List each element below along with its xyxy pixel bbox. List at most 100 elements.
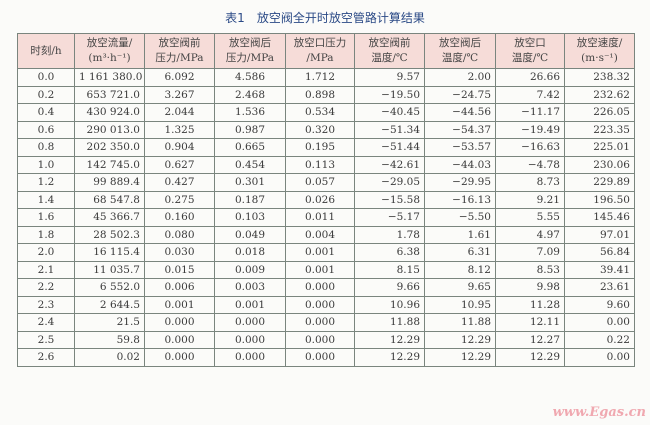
column-header-line1: 放空速度/ xyxy=(576,37,623,49)
column-header-line2: 压力/MPa xyxy=(225,52,275,64)
table-cell: 3.267 xyxy=(144,85,215,104)
table-cell: −54.37 xyxy=(424,120,496,139)
header-row: 时刻/h 放空流量/(m³·h⁻¹) 放空阀前 压力/MPa 放空阀后 压力/MPa 放空口… xyxy=(17,33,635,69)
table-cell: 12.29 xyxy=(495,348,565,367)
table-cell: 0.001 xyxy=(285,260,355,279)
column-header-line1: 放空阀后 xyxy=(229,37,271,49)
column-header: 放空阀后 温度/℃ xyxy=(424,33,496,69)
table-cell: 8.73 xyxy=(495,173,565,192)
table-cell: 0.000 xyxy=(214,313,286,332)
table-cell: 0.113 xyxy=(285,155,355,174)
table-cell: 16 115.4 xyxy=(74,243,145,262)
table-cell: 12.27 xyxy=(495,330,565,349)
table-cell: 0.427 xyxy=(144,173,215,192)
table-cell: 1.8 xyxy=(17,225,75,244)
table-cell: 430 924.0 xyxy=(74,103,145,122)
table-cell: 0.001 xyxy=(214,295,286,314)
table-cell: 45 366.7 xyxy=(74,208,145,227)
column-header: 时刻/h xyxy=(17,33,75,69)
table-cell: 0.898 xyxy=(285,85,355,104)
table-cell: 1 161 380.0 xyxy=(74,68,145,87)
table-cell: −44.56 xyxy=(424,103,496,122)
table-cell: 142 745.0 xyxy=(74,155,145,174)
table-cell: 1.78 xyxy=(354,225,425,244)
table-cell: 23.61 xyxy=(564,278,635,297)
column-header-line1: 放空口压力 xyxy=(293,37,347,49)
table-cell: 0.000 xyxy=(144,348,215,367)
table-cell: 2.2 xyxy=(17,278,75,297)
table-cell: 9.57 xyxy=(354,68,425,87)
table-cell: 238.32 xyxy=(564,68,635,87)
table-cell: 0.009 xyxy=(214,260,286,279)
column-header: 放空流量/ (m³·h⁻¹) xyxy=(74,33,145,69)
table-cell: 0.030 xyxy=(144,243,215,262)
table-cell: 9.60 xyxy=(564,295,635,314)
table-cell: 0.004 xyxy=(285,225,355,244)
table-number: 表1 xyxy=(225,11,245,25)
table-cell: 11.88 xyxy=(354,313,425,332)
table-cell: 145.46 xyxy=(564,208,635,227)
table-cell: 0.8 xyxy=(17,138,75,157)
table-cell: 12.29 xyxy=(424,348,496,367)
table-cell: −15.58 xyxy=(354,190,425,209)
table-cell: 0.275 xyxy=(144,190,215,209)
table-cell: 97.01 xyxy=(564,225,635,244)
table-cell: 2.6 xyxy=(17,348,75,367)
column-header-line2: (m³·h⁻¹) xyxy=(88,52,131,64)
column-header-line2: (m·s⁻¹) xyxy=(581,52,618,64)
table-cell: 7.09 xyxy=(495,243,565,262)
table-cell: 68 547.8 xyxy=(74,190,145,209)
table-cell: 0.000 xyxy=(214,330,286,349)
table-cell: −5.50 xyxy=(424,208,496,227)
table-cell: 0.001 xyxy=(285,243,355,262)
table-cell: 1.0 xyxy=(17,155,75,174)
table-cell: 0.665 xyxy=(214,138,286,157)
table-row: 2.0 16 115.4 0.030 0.018 0.001 6.38 6.31 7.09 56… xyxy=(17,243,635,262)
table-cell: 1.4 xyxy=(17,190,75,209)
table-cell: 2.4 xyxy=(17,313,75,332)
results-table: 时刻/h 放空流量/(m³·h⁻¹) 放空阀前 压力/MPa 放空阀后 压力/MPa 放空口… xyxy=(17,33,635,367)
table-cell: 4.586 xyxy=(214,68,286,87)
table-cell: −29.95 xyxy=(424,173,496,192)
table-cell: 39.41 xyxy=(564,260,635,279)
table-cell: 12.29 xyxy=(354,330,425,349)
table-cell: 290 013.0 xyxy=(74,120,145,139)
table-cell: 0.22 xyxy=(564,330,635,349)
column-header: 放空口压力/MPa xyxy=(285,33,355,69)
table-cell: 226.05 xyxy=(564,103,635,122)
table-cell: 0.057 xyxy=(285,173,355,192)
table-row: 2.5 59.8 0.000 0.000 0.000 12.29 12.29 12.27 0.2… xyxy=(17,330,635,349)
table-cell: 0.904 xyxy=(144,138,215,157)
table-cell: 12.11 xyxy=(495,313,565,332)
table-cell: 0.018 xyxy=(214,243,286,262)
table-cell: 1.2 xyxy=(17,173,75,192)
table-row: 2.3 2 644.5 0.001 0.001 0.000 10.96 10.95 11.28… xyxy=(17,295,635,314)
table-cell: 0.6 xyxy=(17,120,75,139)
table-cell: 5.55 xyxy=(495,208,565,227)
table-cell: 0.080 xyxy=(144,225,215,244)
table-row: 1.8 28 502.3 0.080 0.049 0.004 1.78 1.61 4.97 97… xyxy=(17,225,635,244)
table-cell: 0.000 xyxy=(144,330,215,349)
table-cell: 0.011 xyxy=(285,208,355,227)
table-row: 0.4 430 924.0 2.044 1.536 0.534 −40.45 −44.56−… xyxy=(17,103,635,122)
table-row: 0.8 202 350.0 0.904 0.665 0.195 −51.44 −53.57−… xyxy=(17,138,635,157)
column-header-line2: 温度/℃ xyxy=(511,52,549,64)
table-cell: 0.000 xyxy=(285,295,355,314)
table-cell: 0.000 xyxy=(285,348,355,367)
table-cell: 2.00 xyxy=(424,68,496,87)
table-cell: 7.42 xyxy=(495,85,565,104)
table-cell: 0.015 xyxy=(144,260,215,279)
table-cell: 0.187 xyxy=(214,190,286,209)
table-cell: 229.89 xyxy=(564,173,635,192)
table-cell: 0.02 xyxy=(74,348,145,367)
table-row: 2.6 0.02 0.000 0.000 0.000 12.29 12.29 12.29 0.0… xyxy=(17,348,635,367)
column-header: 放空速度/ (m·s⁻¹) xyxy=(564,33,635,69)
table-cell: 8.53 xyxy=(495,260,565,279)
table-cell: 6.38 xyxy=(354,243,425,262)
table-cell: −40.45 xyxy=(354,103,425,122)
table-cell: 0.000 xyxy=(214,348,286,367)
table-cell: 0.987 xyxy=(214,120,286,139)
table-cell: −11.17 xyxy=(495,103,565,122)
table-cell: 1.61 xyxy=(424,225,496,244)
column-header: 放空阀前 温度/℃ xyxy=(354,33,425,69)
